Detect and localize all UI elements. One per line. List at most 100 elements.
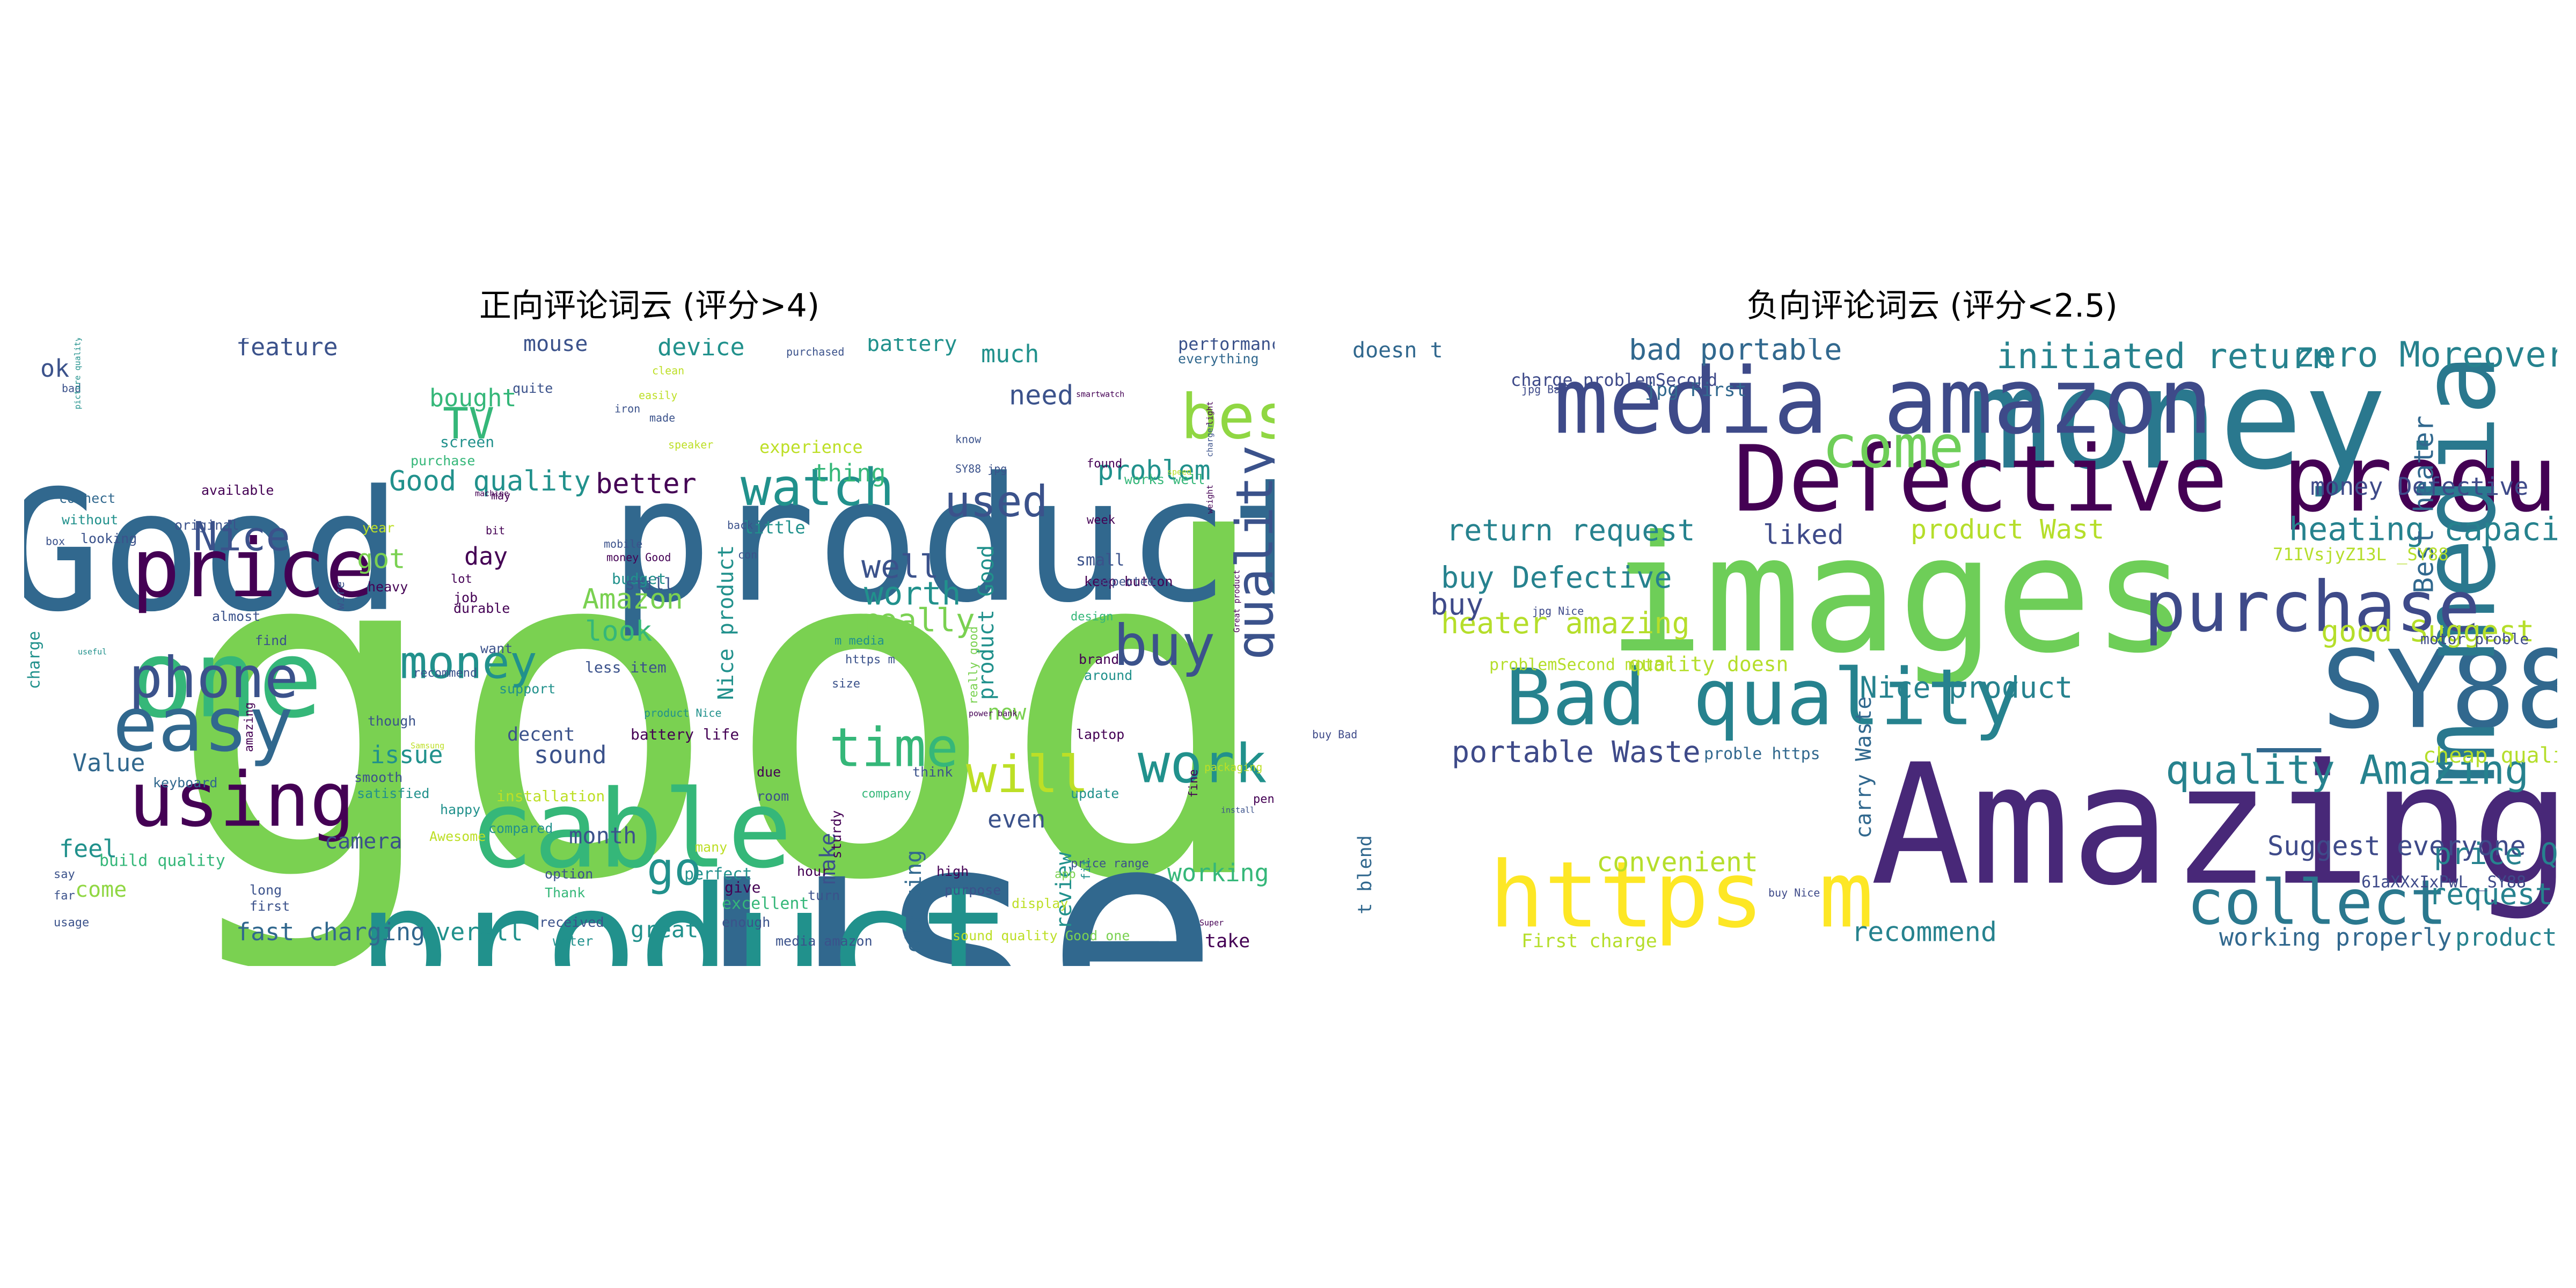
cloud-word-hour: hour: [797, 863, 829, 879]
cloud-word-know: know: [955, 433, 982, 446]
cloud-word-purchase: purchase: [411, 453, 475, 469]
cloud-word-want: want: [480, 641, 513, 656]
cloud-word-day: day: [464, 542, 508, 570]
cloud-word-61axxxixpwl-sy88: 61aXXxIxPwL _SY88: [2361, 873, 2526, 892]
cloud-word-overall: Overall: [421, 918, 523, 946]
cloud-word-year: year: [362, 520, 394, 536]
cloud-word-job: job: [453, 590, 478, 605]
cloud-word-excellent: excellent: [722, 895, 809, 913]
cloud-word-price-quality: price Quality: [2434, 837, 2557, 871]
cloud-word-speaker: speaker: [668, 438, 713, 451]
cloud-word-got: got: [357, 544, 405, 575]
cloud-word-come: come: [75, 877, 127, 902]
cloud-word-need: need: [1009, 380, 1073, 411]
cloud-word-power-bank: power bank: [969, 709, 1017, 719]
cloud-word-week: week: [1087, 514, 1115, 527]
cloud-word-clean: clean: [652, 364, 684, 377]
cloud-word-everything: everything: [1178, 351, 1259, 367]
cloud-word-value: Value: [72, 749, 145, 777]
negative-cloud-title: 负向评论词云 (评分<2.5): [1746, 287, 2118, 325]
cloud-word-sound: sound: [534, 741, 606, 769]
cloud-word-feel: feel: [59, 835, 117, 863]
cloud-word-product: product: [609, 441, 1275, 641]
cloud-word-money-good: money Good: [606, 551, 671, 564]
cloud-word-great: great: [631, 917, 698, 943]
cloud-word-purchase: purchase: [2144, 566, 2480, 648]
cloud-word-much: much: [981, 340, 1039, 368]
cloud-word-even: even: [987, 805, 1045, 833]
cloud-word-request-noone: request Noone: [2428, 877, 2557, 911]
cloud-word-amazon: Amazon: [582, 583, 683, 616]
cloud-word-heating-capacity: heating capacity: [2289, 511, 2557, 548]
cloud-word-jpg-nice: jpg Nice: [1532, 605, 1584, 618]
cloud-word-good: Good: [24, 455, 401, 649]
cloud-word-amazing-product: Amazing product: [1870, 729, 2557, 923]
cloud-word-far: far: [54, 889, 75, 903]
cloud-word-t-blend: t blend: [1355, 835, 1376, 914]
cloud-word-quite: quite: [513, 380, 553, 396]
cloud-word-come: come: [1822, 412, 1964, 481]
cloud-word-product-good: product Good: [974, 545, 999, 700]
cloud-word-bad: bad: [62, 382, 81, 395]
cloud-word-bought: bought: [429, 384, 517, 412]
cloud-word-battery: battery: [867, 338, 957, 356]
cloud-word-samsung: Samsung: [411, 741, 444, 751]
positive-cloud-title: 正向评论词云 (评分>4): [479, 287, 820, 325]
cloud-word-m-media: m media: [2399, 354, 2518, 784]
cloud-word-charger: charger: [1205, 423, 1215, 457]
cloud-word-battery-life: battery life: [631, 726, 739, 743]
cloud-word-packaging: packaging: [1204, 761, 1262, 774]
cloud-word-working: working: [1167, 859, 1269, 887]
cloud-word-quality-doesn: quality doesn: [1629, 653, 1788, 676]
cloud-word-thank: Thank: [545, 885, 585, 901]
cloud-word-nice: Nice: [193, 513, 290, 560]
cloud-word-water: water: [553, 933, 593, 949]
cloud-word-experience: experience: [759, 437, 863, 457]
cloud-word-option: option: [545, 866, 593, 882]
cloud-word-really-good: really good: [967, 626, 980, 705]
cloud-word-laptop: laptop: [1076, 727, 1124, 742]
cloud-word-portable-waste: portable Waste: [1452, 735, 1701, 769]
cloud-word-recommend: recommend: [413, 667, 477, 680]
cloud-word-pen: pen: [1253, 793, 1275, 806]
cloud-word-build-quality: build quality: [99, 852, 225, 870]
cloud-word-initiated-return: initiated return: [1996, 338, 2332, 377]
cloud-word-back: back: [727, 519, 753, 532]
cloud-word-review: review: [1052, 852, 1077, 930]
cloud-word-think: think: [912, 764, 953, 780]
cloud-word-carry-waste: carry Waste: [1851, 697, 1876, 839]
cloud-word-charge-problemsecond: charge problemSecond: [1511, 370, 1717, 390]
cloud-word-fine: fine: [1187, 770, 1201, 798]
cloud-word-display: display: [1012, 896, 1068, 911]
cloud-word-installation: installation: [496, 787, 605, 805]
cloud-word-weight: weight: [1205, 485, 1215, 514]
cloud-word-thing: thing: [813, 459, 885, 487]
cloud-word-make: make: [816, 833, 840, 884]
cloud-word-first-charge: First charge: [1521, 931, 1657, 952]
cloud-word-decent: decent: [507, 724, 575, 745]
cloud-word-work: work: [1138, 732, 1267, 795]
cloud-word-durable: durable: [453, 601, 510, 616]
cloud-word-month: month: [569, 823, 636, 849]
cloud-word-though: though: [368, 713, 416, 729]
cloud-word-smartwatch: smartwatch: [1076, 390, 1124, 399]
cloud-word-turn: turn: [808, 888, 840, 903]
cloud-word-will: will: [966, 745, 1089, 804]
cloud-word-company: company: [861, 787, 911, 801]
cloud-word-app: app: [1055, 868, 1076, 881]
cloud-word-using: using: [129, 757, 355, 844]
cloud-word-con: con: [738, 548, 757, 561]
cloud-word-product-wast: product Wast: [1911, 514, 2104, 545]
cloud-word-images: images: [1607, 501, 2189, 689]
cloud-word-jpg-first: jpg First: [1645, 379, 1747, 401]
cloud-word-price: price: [131, 522, 374, 616]
cloud-word-install: install: [1221, 806, 1255, 815]
cloud-word-keep-button: keep button: [1084, 574, 1173, 589]
cloud-word-buy-defective: buy Defective: [1441, 560, 1672, 595]
cloud-word-product-nice: product Nice: [644, 707, 722, 720]
cloud-word-suggest-everyone: Suggest everyone: [2267, 831, 2526, 862]
cloud-word-used: used: [945, 477, 1048, 526]
